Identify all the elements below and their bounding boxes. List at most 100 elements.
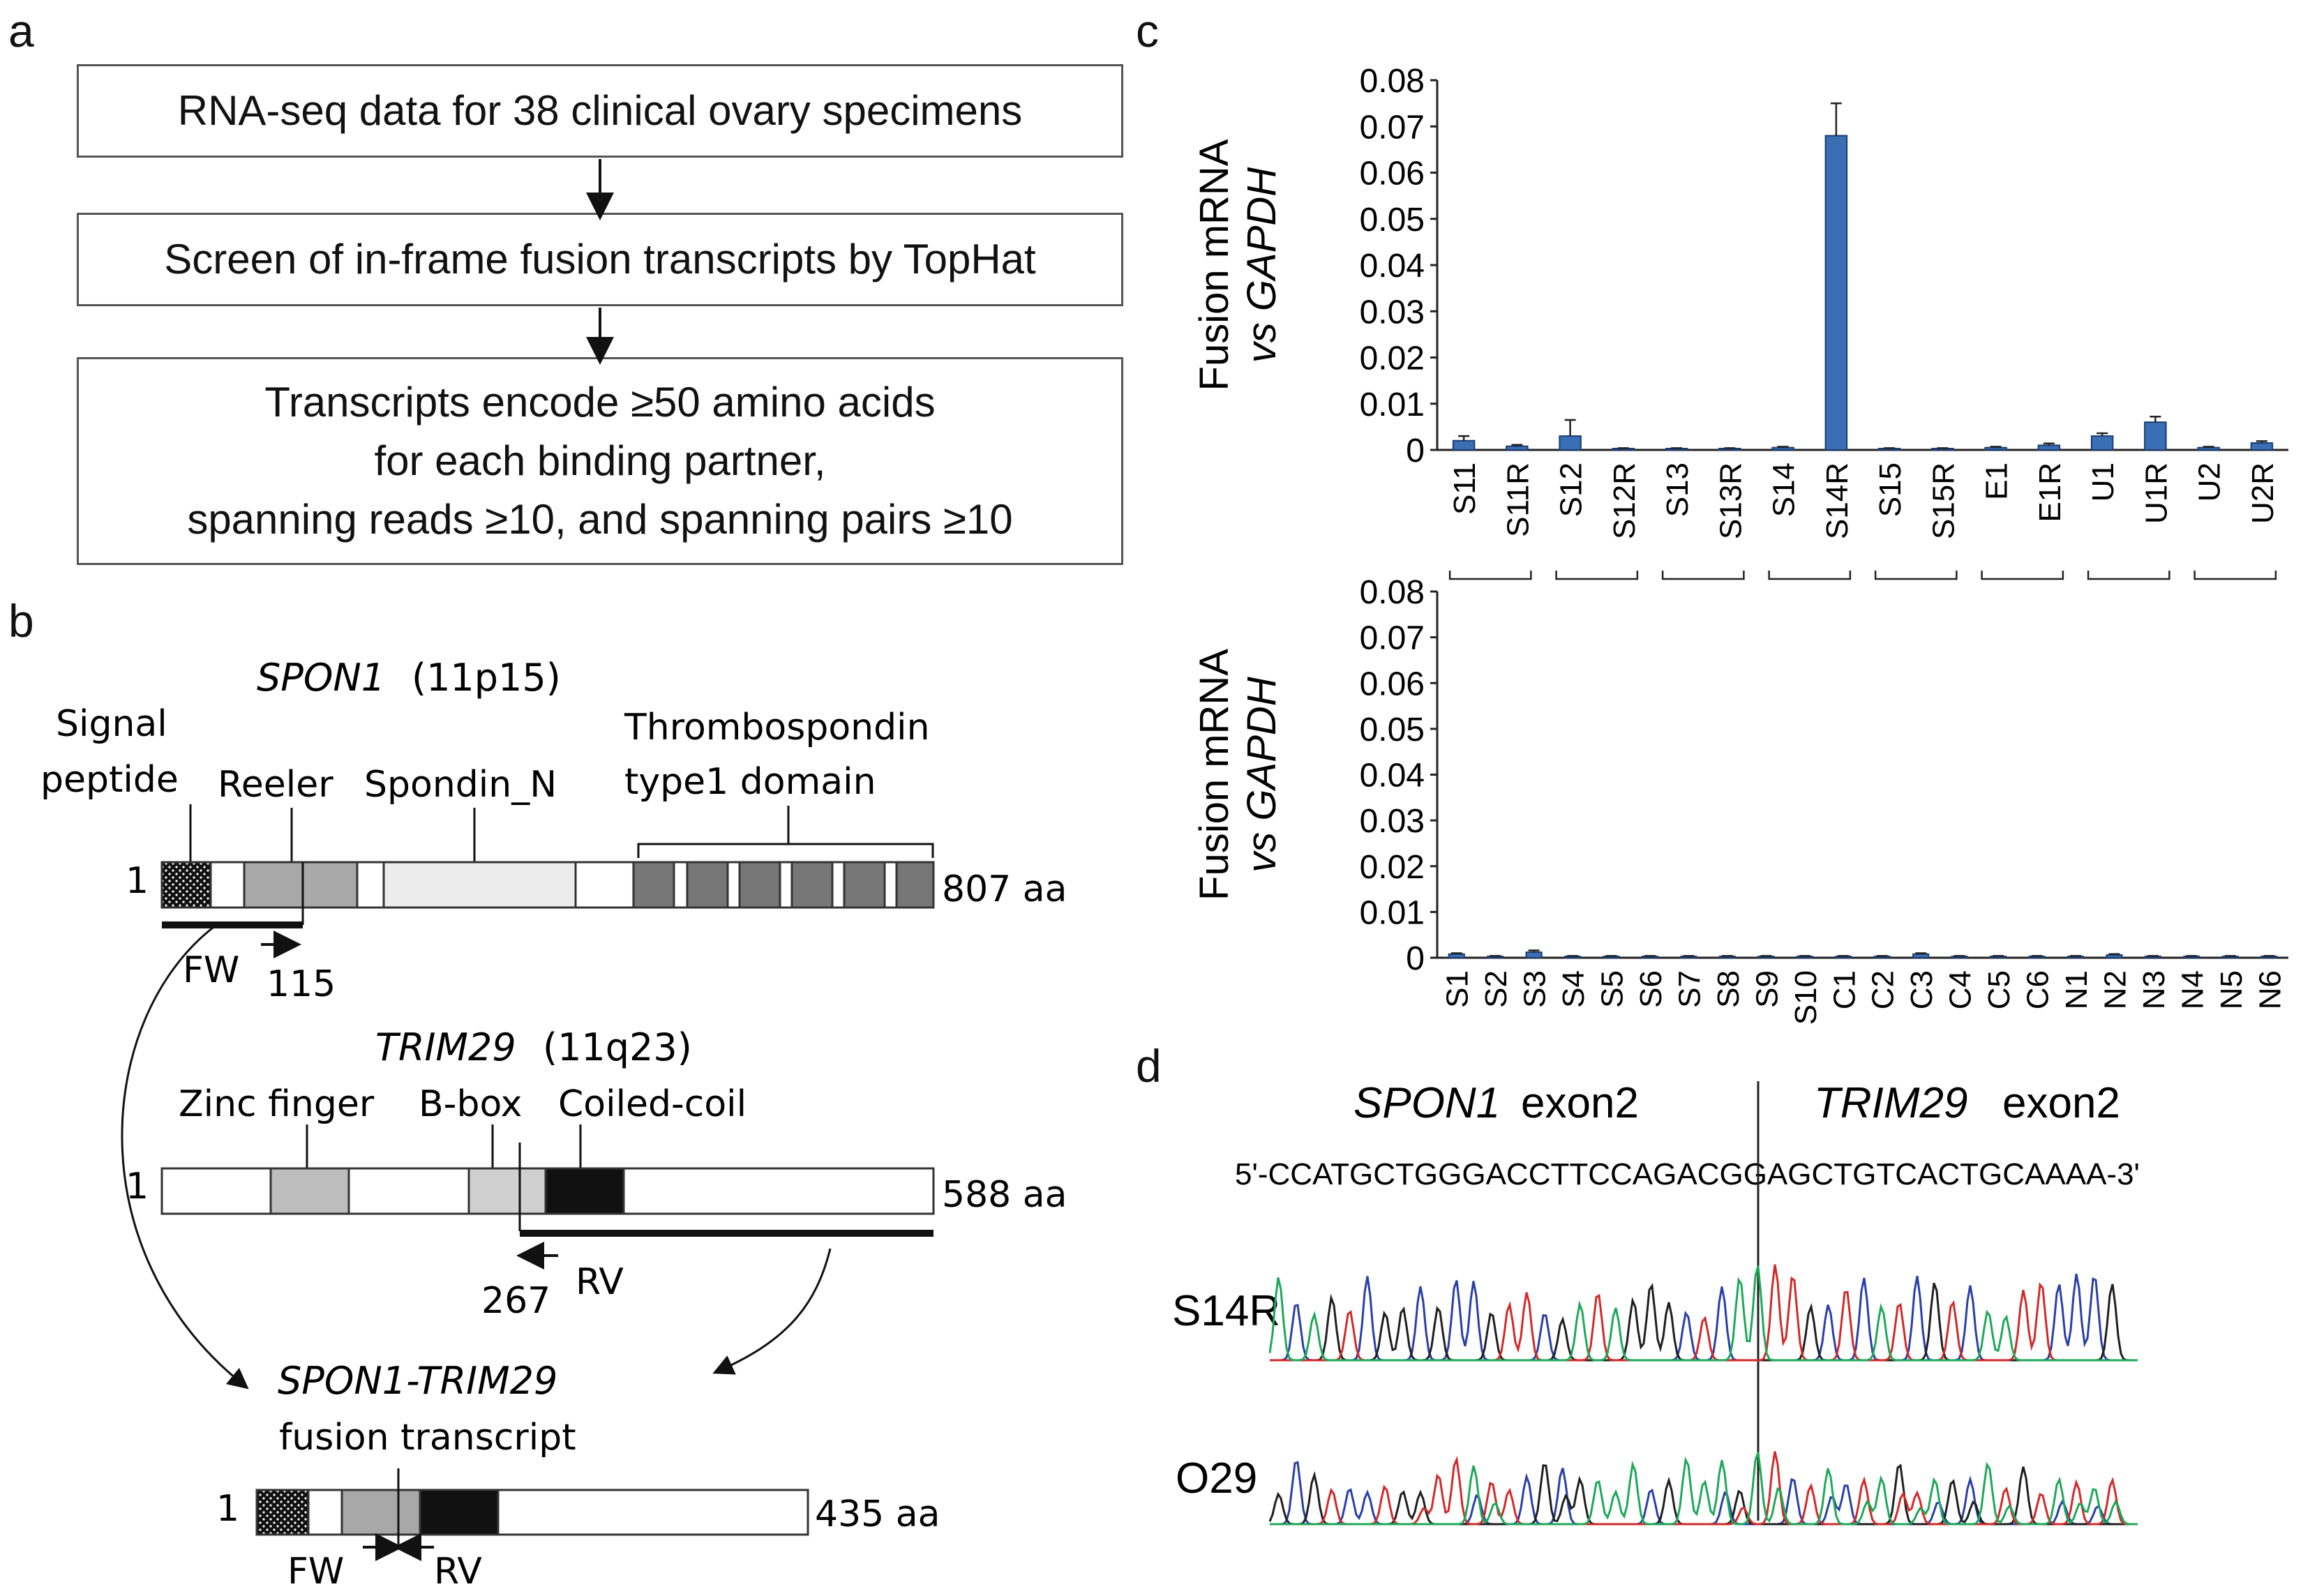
- y-tick-label-0: 0.03: [1360, 294, 1425, 331]
- panel-a-label: a: [8, 5, 34, 57]
- tsp-domain-2: [686, 861, 729, 909]
- y-tick-label-0: 0.07: [1360, 109, 1425, 146]
- y-tick-label-1: 0.06: [1360, 665, 1425, 702]
- zinc-label: Zinc finger: [179, 1083, 375, 1125]
- fusion-signal-domain: [255, 1489, 310, 1536]
- spon1-fw: FW: [183, 949, 239, 991]
- bar-s12: [1559, 435, 1582, 451]
- spondin-label: Spondin_N: [364, 764, 557, 806]
- x-tick-label-u1r: U1R: [2139, 462, 2173, 524]
- fusion-bar: [255, 1489, 809, 1536]
- bar-s11: [1452, 439, 1476, 451]
- y-axis-label-line1-0: Fusion mRNA: [1192, 139, 1237, 391]
- trim29-name: TRIM29: [375, 1025, 516, 1069]
- x-tick-label-s13: S13: [1660, 462, 1695, 517]
- x-tick-label-n1: N1: [2060, 970, 2094, 1009]
- x-tick-label-e1: E1: [1980, 462, 2014, 500]
- spon1-start: 1: [126, 860, 149, 902]
- signal-peptide-domain: [160, 861, 212, 909]
- coiled-domain: [544, 1167, 625, 1215]
- x-tick-label-s13r: S13R: [1713, 462, 1748, 539]
- x-tick-label-u2: U2: [2193, 462, 2227, 502]
- bbox-domain: [467, 1167, 547, 1215]
- pair-bracket: [1555, 571, 1639, 580]
- y-axis-label-line2-1: vs GAPDH: [1239, 677, 1284, 872]
- chromatogram-s14r: [1268, 1264, 2138, 1362]
- x-tick-label-n3: N3: [2137, 970, 2171, 1009]
- flow-step-3-line3: spanning reads ≥10, and spanning pairs ≥…: [187, 496, 1013, 543]
- trim29-rv-pos: 267: [481, 1280, 550, 1322]
- x-tick-label-u1: U1: [2086, 462, 2120, 502]
- x-tick-label-s1: S1: [1441, 970, 1475, 1008]
- x-tick-label-s9: S9: [1750, 970, 1784, 1008]
- bar-s14r: [1824, 135, 1848, 451]
- x-tick-label-s15r: S15R: [1926, 462, 1960, 539]
- flow-step-1: RNA-seq data for 38 clinical ovary speci…: [77, 64, 1123, 158]
- y-axis-label-line1-1: Fusion mRNA: [1192, 649, 1237, 901]
- x-tick-label-e1r: E1R: [2033, 462, 2067, 522]
- x-tick-label-s14r: S14R: [1820, 462, 1854, 539]
- y-tick-label-0: 0.01: [1360, 386, 1425, 423]
- bar-u1r: [2144, 421, 2167, 451]
- y-tick-label-1: 0.03: [1360, 803, 1425, 840]
- x-tick-label-s12: S12: [1554, 462, 1589, 517]
- trim29-to-fusion-arrow: [712, 1248, 832, 1375]
- x-tick-label-s12r: S12R: [1607, 462, 1642, 539]
- x-tick-label-s4: S4: [1557, 970, 1591, 1008]
- pair-bracket: [1768, 571, 1852, 580]
- panel-b-label: b: [8, 595, 34, 647]
- spon1-length: 807 aa: [942, 868, 1067, 910]
- spondin-domain: [382, 861, 577, 909]
- x-tick-label-n6: N6: [2253, 970, 2287, 1009]
- tsp-domain-5: [843, 861, 886, 909]
- flow-step-3-line2: for each binding partner,: [374, 437, 826, 484]
- seq-right-exon: exon2: [2002, 1079, 2120, 1127]
- trace-line: [1268, 1265, 2138, 1362]
- x-tick-label-s11r: S11R: [1501, 462, 1535, 537]
- tsp-domain-3: [738, 861, 781, 909]
- fusion-fw: FW: [287, 1551, 344, 1590]
- bbox-label: B-box: [419, 1083, 522, 1125]
- fusion-subtitle: fusion transcript: [279, 1417, 576, 1459]
- bar-s1: [1448, 953, 1465, 958]
- flow-step-2: Screen of in-frame fusion transcripts by…: [77, 213, 1123, 306]
- flow-arrows: [586, 159, 614, 365]
- x-tick-label-c5: C5: [1982, 970, 2016, 1009]
- x-tick-label-s5: S5: [1596, 970, 1630, 1008]
- y-tick-label-1: 0.05: [1360, 712, 1425, 748]
- x-tick-label-n4: N4: [2175, 970, 2210, 1009]
- y-tick-label-1: 0: [1406, 940, 1425, 977]
- bar-s3: [1525, 951, 1543, 958]
- bar-s11r: [1506, 445, 1529, 451]
- fusion-start: 1: [216, 1488, 239, 1530]
- signal-label-1: Signal: [56, 703, 167, 745]
- reeler-domain: [243, 861, 359, 909]
- fusion-coiled-domain: [419, 1489, 500, 1536]
- reeler-label: Reeler: [218, 764, 333, 806]
- tsp-domain-6: [895, 861, 935, 909]
- y-axis-label-line2-0: vs GAPDH: [1239, 167, 1284, 363]
- bar-e1: [1984, 446, 2007, 451]
- y-tick-label-1: 0.01: [1360, 894, 1425, 931]
- pair-bracket: [1448, 571, 1532, 580]
- sample-o29: O29: [1176, 1454, 1257, 1503]
- spon1-locus: (11p15): [412, 656, 561, 700]
- sample-s14r: S14R: [1172, 1287, 1280, 1335]
- y-tick-label-1: 0.04: [1360, 758, 1425, 795]
- y-tick-label-0: 0.08: [1360, 63, 1425, 100]
- flow-step-1-text: RNA-seq data for 38 clinical ovary speci…: [177, 87, 1023, 134]
- y-tick-label-1: 0.08: [1360, 574, 1425, 611]
- pair-bracket: [1661, 571, 1745, 580]
- flow-step-3-line1: Transcripts encode ≥50 amino acids: [264, 379, 936, 426]
- domain-diagram: SPON1 (11p15) Signal peptide Reeler Spon…: [40, 656, 1067, 1590]
- fusion-length: 435 aa: [815, 1493, 940, 1535]
- x-tick-label-c3: C3: [1905, 970, 1939, 1009]
- bar-n2: [2106, 954, 2123, 958]
- x-tick-label-c4: C4: [1944, 970, 1978, 1009]
- pair-bracket: [1874, 571, 1958, 580]
- pair-bracket: [1981, 571, 2064, 580]
- bar-e1r: [2037, 444, 2061, 451]
- fusion-name: SPON1-TRIM29: [278, 1359, 557, 1403]
- x-tick-label-s7: S7: [1672, 970, 1707, 1008]
- y-tick-label-0: 0: [1406, 432, 1425, 469]
